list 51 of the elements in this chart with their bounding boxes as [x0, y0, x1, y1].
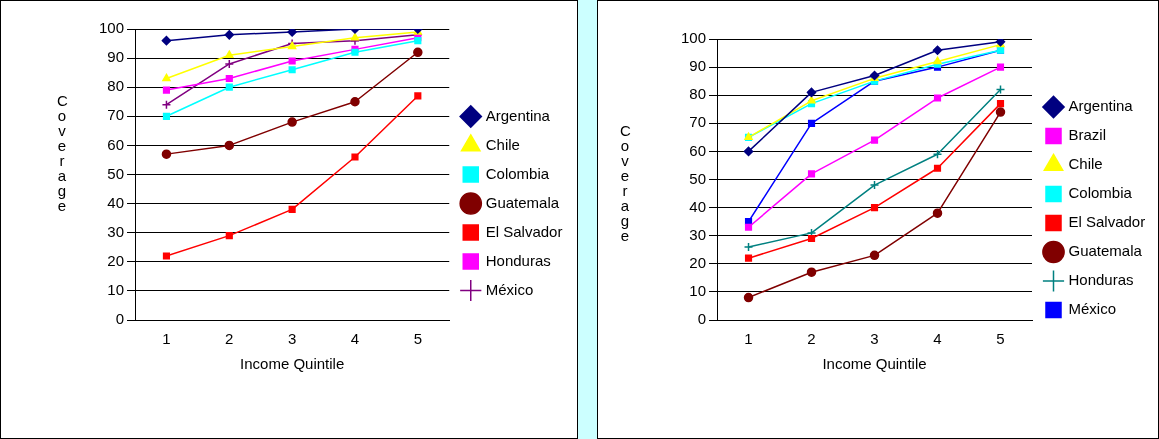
y-tick-label: 30 — [689, 225, 707, 243]
legend-label: Argentina — [485, 106, 551, 124]
legend-label: Colombia — [1068, 184, 1133, 202]
y-tick-label: 50 — [689, 169, 707, 187]
legend-label: El Salvador — [1068, 213, 1146, 231]
y-tick-label: 70 — [689, 113, 707, 131]
y-tick-label: 80 — [107, 77, 125, 95]
y-tick-label: 10 — [107, 281, 125, 299]
y-tick-label: 50 — [107, 164, 125, 182]
legend-label: Colombia — [485, 164, 550, 182]
x-tick-label: 2 — [807, 330, 816, 348]
legend-label: Brazil — [1068, 126, 1107, 144]
y-tick-label: 100 — [681, 29, 707, 47]
legend-label: México — [1068, 300, 1117, 318]
x-tick-label: 5 — [413, 330, 422, 348]
legend-label: México — [485, 280, 534, 298]
legend-label: Honduras — [485, 251, 551, 269]
y-tick-label: 80 — [689, 85, 707, 103]
y-tick-label: 90 — [107, 48, 125, 66]
y-axis-title: Coverage — [620, 122, 631, 244]
x-tick-label: 4 — [350, 330, 360, 348]
y-tick-label: 40 — [107, 193, 125, 211]
y-tick-label: 0 — [697, 310, 707, 328]
y-tick-label: 100 — [99, 19, 125, 37]
y-tick-label: 0 — [115, 310, 125, 328]
legend-label: Guatemala — [485, 193, 560, 211]
y-tick-label: 40 — [689, 197, 707, 215]
x-tick-label: 1 — [162, 330, 171, 348]
x-axis-title: Income Quintile — [240, 355, 345, 373]
x-tick-label: 4 — [933, 330, 942, 348]
y-tick-label: 10 — [689, 282, 707, 300]
y-tick-label: 20 — [107, 251, 125, 269]
x-tick-label: 5 — [996, 330, 1005, 348]
y-tick-label: 90 — [689, 57, 707, 75]
y-axis-title: Coverage — [57, 92, 68, 214]
y-tick-label: 60 — [689, 141, 707, 159]
x-axis-title: Income Quintile — [822, 355, 927, 373]
legend-label: Argentina — [1068, 97, 1134, 115]
legend-label: Guatemala — [1068, 242, 1143, 260]
legend-label: Chile — [1068, 155, 1103, 173]
y-tick-label: 70 — [107, 106, 125, 124]
x-tick-label: 3 — [287, 330, 297, 348]
x-tick-label: 1 — [744, 330, 753, 348]
legend-label: El Salvador — [485, 222, 563, 240]
legend-label: Honduras — [1068, 271, 1134, 289]
y-tick-label: 60 — [107, 135, 125, 153]
legend-label: Chile — [485, 135, 520, 153]
x-tick-label: 2 — [225, 330, 234, 348]
x-tick-label: 3 — [870, 330, 879, 348]
y-tick-label: 30 — [107, 222, 125, 240]
y-tick-label: 20 — [689, 253, 707, 271]
